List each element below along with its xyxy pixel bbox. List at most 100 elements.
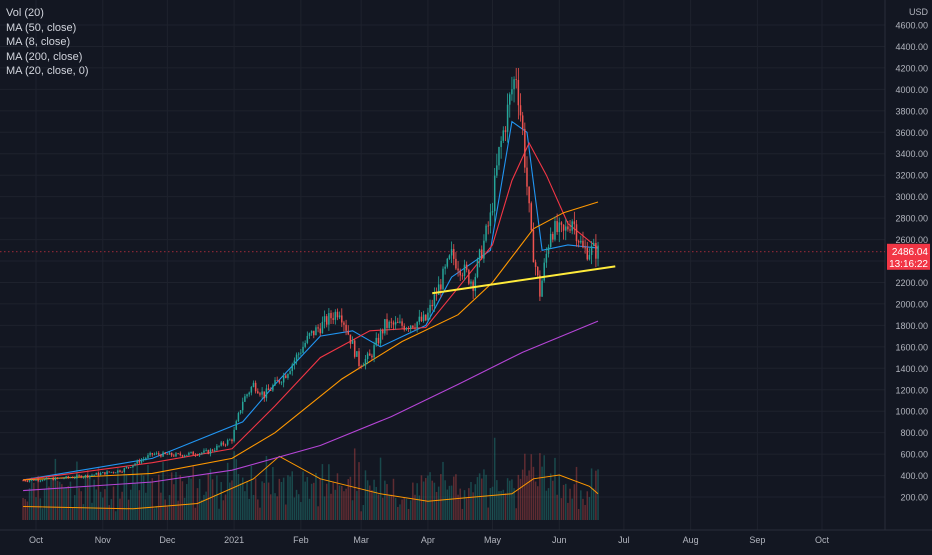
volume-bar [52, 476, 54, 520]
ma-line-ma20 [23, 141, 599, 481]
candle-body [478, 249, 481, 260]
candle-body [524, 128, 526, 168]
candle-body [104, 472, 106, 475]
candle-body [461, 275, 464, 277]
trendline[interactable] [432, 265, 616, 295]
volume-bar [347, 479, 350, 520]
volume-bar [78, 488, 80, 520]
volume-bar [569, 488, 571, 520]
volume-bar [453, 476, 455, 520]
volume-bar [379, 457, 382, 520]
volume-bar [504, 493, 507, 520]
candle-body [328, 313, 330, 325]
volume-bar [530, 454, 533, 520]
candle-body [351, 340, 354, 344]
candle-body [418, 316, 421, 322]
volume-bar [252, 494, 255, 520]
legend-ma8[interactable]: MA (8, close) [6, 36, 71, 48]
volume-bar [493, 437, 496, 520]
candle-body [442, 268, 444, 290]
volume-bar [229, 482, 231, 520]
volume-bar [582, 498, 584, 520]
volume-bar [127, 499, 130, 520]
volume-bar [476, 477, 479, 520]
volume-bar [140, 474, 143, 520]
x-tick-label: May [484, 535, 502, 545]
candle-body [358, 351, 360, 367]
volume-bar [86, 470, 89, 520]
candle-body [366, 353, 369, 359]
candle-body [246, 394, 248, 397]
candle-body [145, 457, 147, 459]
x-tick-label: Jul [618, 535, 630, 545]
candle-body [567, 226, 569, 230]
volume-bar [241, 477, 244, 520]
volume-bar [287, 475, 289, 520]
candle-body [483, 240, 485, 259]
candle-body [416, 321, 418, 329]
volume-bar [37, 475, 39, 520]
volume-bar [280, 481, 283, 520]
volume-bar [517, 474, 520, 520]
volume-bar [465, 498, 468, 520]
volume-bar [336, 473, 339, 520]
candle-body [263, 391, 266, 399]
volume-bar [511, 479, 513, 520]
candlesticks[interactable] [22, 67, 599, 483]
candle-body [504, 130, 507, 132]
candle-body [397, 321, 399, 323]
volume-bar [194, 507, 197, 520]
volume-bar [222, 500, 225, 520]
volume-bar [541, 466, 543, 520]
candle-body [181, 455, 184, 457]
candle-body [489, 212, 492, 226]
candle-body [386, 319, 388, 328]
candle-body [162, 452, 164, 457]
x-tick-label: Sep [749, 535, 765, 545]
volume-bar [474, 484, 477, 520]
legend-ma200[interactable]: MA (200, close) [6, 50, 83, 63]
legend-vol[interactable]: Vol (20) [6, 7, 44, 19]
volume-bar [198, 478, 201, 520]
candle-body [136, 460, 138, 464]
candle-body [573, 221, 576, 225]
volume-bar [58, 481, 61, 520]
volume-bar [244, 491, 246, 520]
volume-bar [371, 490, 373, 520]
candle-body [315, 327, 317, 336]
volume-bar [580, 490, 582, 520]
volume-bar [293, 497, 296, 520]
volume-bar [95, 489, 98, 520]
volume-bar [125, 473, 128, 520]
candle-body [140, 459, 143, 463]
candle-body [58, 477, 61, 479]
candle-body [552, 233, 554, 240]
legend-ma20[interactable]: MA (20, close, 0) [6, 65, 89, 77]
volume-bar [201, 499, 203, 520]
candle-body [285, 375, 287, 378]
candle-body [422, 314, 425, 321]
volume-bar [519, 478, 522, 520]
volume-bar [119, 498, 121, 520]
candle-body [22, 480, 24, 482]
candle-body [590, 245, 593, 255]
candle-body [502, 130, 505, 141]
volume-bar [394, 498, 397, 520]
candle-body [102, 472, 104, 474]
candle-body [121, 471, 123, 473]
candle-body [155, 453, 158, 454]
volume-bar [341, 485, 343, 520]
volume-bar [358, 462, 360, 520]
volume-bar [364, 470, 367, 520]
volume-bar [235, 459, 238, 520]
legend-ma50[interactable]: MA (50, close) [6, 21, 77, 34]
volume-bar [272, 466, 274, 520]
volume-bar [220, 482, 222, 520]
volume-bar [196, 488, 199, 520]
volume-bar [291, 471, 294, 520]
candle-body [147, 455, 149, 458]
candle-body [394, 321, 397, 325]
y-tick-label: 2200.00 [895, 278, 928, 288]
